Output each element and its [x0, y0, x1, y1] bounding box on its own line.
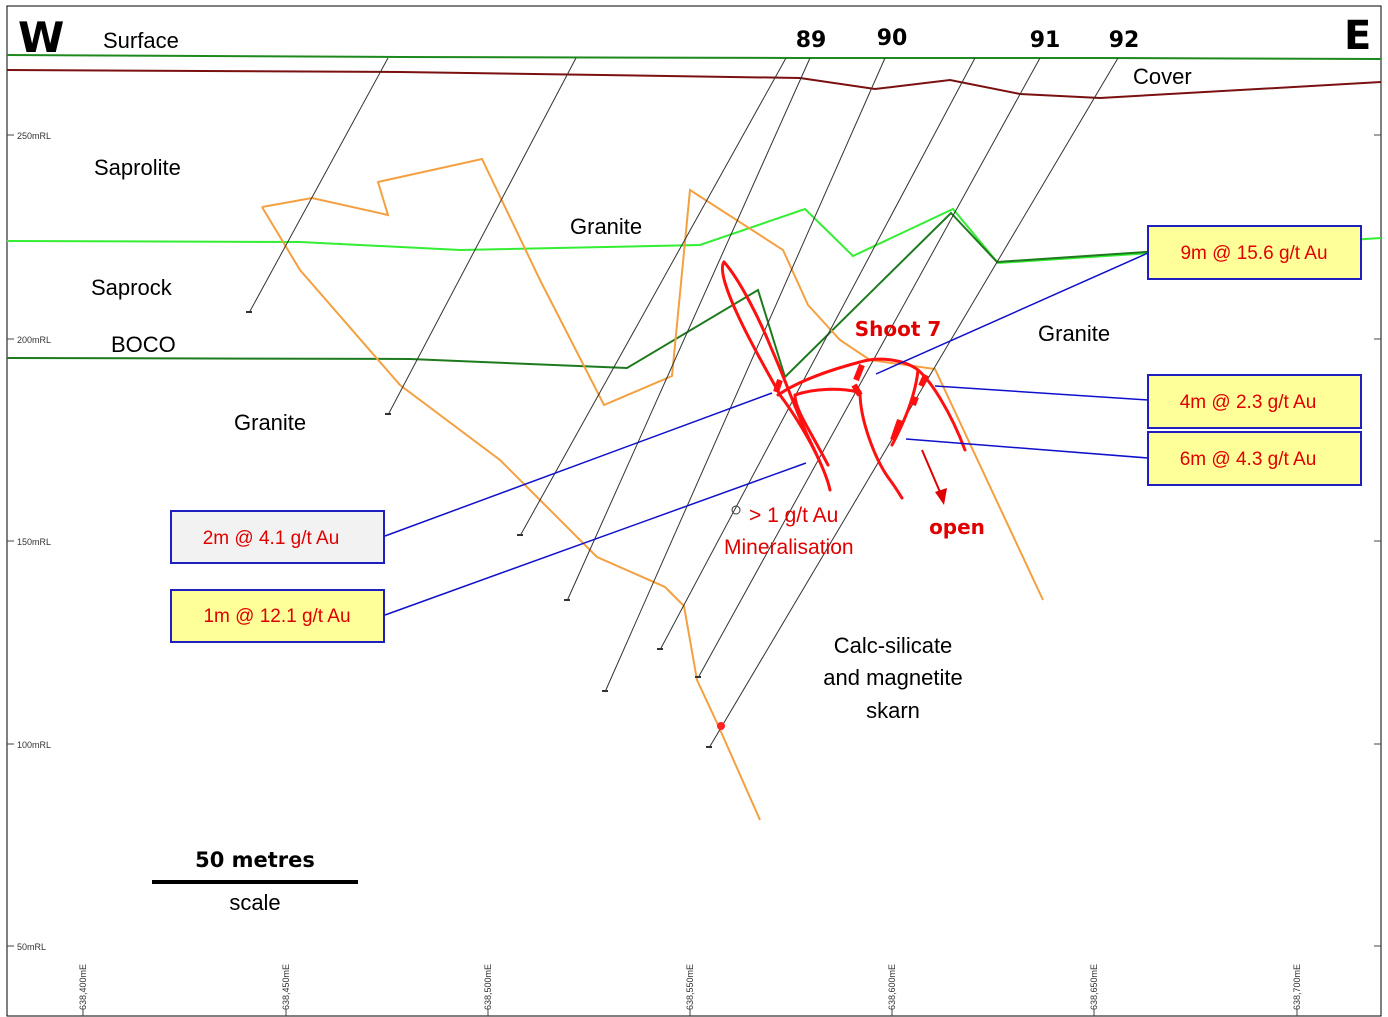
mineralisation-outline [721, 260, 967, 500]
saprock-label: Saprock [91, 275, 173, 300]
saprock-line [6, 207, 1382, 265]
easting-tick-400: 638,400mE [78, 964, 88, 1010]
boco-label: BOCO [111, 332, 176, 357]
intercept-text: 4m @ 2.3 g/t Au [1180, 392, 1317, 413]
intercept-box-1m: 1m @ 12.1 g/t Au [170, 589, 385, 643]
hole-label-90: 90 [877, 26, 908, 51]
mineralisation-legend-symbol [731, 505, 741, 515]
skarn-label-line3: skarn [866, 698, 920, 723]
skarn-label-line2: and magnetite [823, 665, 962, 690]
intercept-text: 9m @ 15.6 g/t Au [1180, 243, 1327, 264]
scale-caption: scale [229, 890, 280, 915]
lithology-contact-west [261, 157, 1044, 601]
easting-tick-600: 638,600mE [887, 964, 897, 1010]
granite-top-label: Granite [570, 214, 642, 239]
drillholes [248, 57, 1119, 749]
open-label: open [929, 515, 985, 539]
hole-label-91: 91 [1030, 28, 1061, 53]
mineralisation-point [717, 722, 725, 730]
intercept-box-9m: 9m @ 15.6 g/t Au [1147, 225, 1362, 280]
easting-tick-700: 638,700mE [1292, 964, 1302, 1010]
mineralisation-dashes [773, 363, 929, 441]
drillhole-ends [246, 311, 712, 748]
rl-axis [7, 134, 1381, 947]
boco-line [6, 211, 1161, 379]
surface-label: Surface [103, 28, 179, 53]
shoot-label: Shoot 7 [855, 317, 942, 341]
intercept-box-2m: 2m @ 4.1 g/t Au [170, 510, 385, 564]
open-arrow [921, 449, 947, 505]
rl-tick-50: 50mRL [17, 942, 46, 952]
rl-tick-200: 200mRL [17, 335, 51, 345]
skarn-label-line1: Calc-silicate [834, 633, 953, 658]
west-label: W [18, 13, 64, 62]
rl-tick-100: 100mRL [17, 740, 51, 750]
rl-tick-150: 150mRL [17, 537, 51, 547]
easting-tick-650: 638,650mE [1089, 964, 1099, 1010]
cover-line [6, 69, 1382, 100]
surface-line [6, 54, 1382, 60]
granite-left-label: Granite [234, 410, 306, 435]
intercept-text: 2m @ 4.1 g/t Au [203, 528, 340, 549]
scale-title: 50 metres [195, 848, 315, 872]
intercept-text: 6m @ 4.3 g/t Au [1180, 449, 1317, 470]
lithology-contact-skarn [261, 206, 761, 821]
mineralisation-legend-line1: > 1 g/t Au [749, 504, 838, 527]
easting-tick-500: 638,500mE [483, 964, 493, 1010]
east-label: E [1344, 13, 1371, 59]
intercept-box-6m: 6m @ 4.3 g/t Au [1147, 431, 1362, 486]
easting-tick-450: 638,450mE [281, 964, 291, 1010]
rl-tick-250: 250mRL [17, 131, 51, 141]
intercept-box-4m: 4m @ 2.3 g/t Au [1147, 374, 1362, 429]
hole-label-92: 92 [1109, 28, 1140, 53]
granite-right-label: Granite [1038, 321, 1110, 346]
intercept-text: 1m @ 12.1 g/t Au [203, 606, 350, 627]
mineralisation-legend-line2: Mineralisation [724, 536, 854, 559]
hole-label-89: 89 [796, 28, 827, 53]
frame [6, 5, 1382, 1017]
cover-label: Cover [1133, 64, 1192, 89]
easting-tick-550: 638,550mE [685, 964, 695, 1010]
easting-axis [82, 1009, 1298, 1016]
saprolite-label: Saprolite [94, 155, 181, 180]
leader-lines [384, 252, 1149, 616]
